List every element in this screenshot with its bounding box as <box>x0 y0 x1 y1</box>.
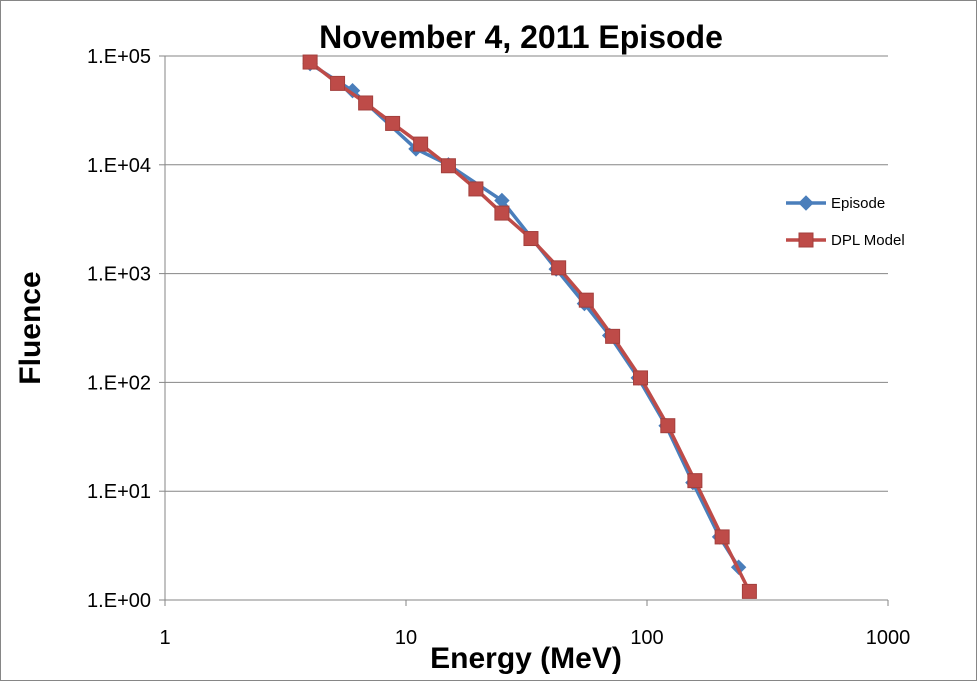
series-dpl-model <box>302 54 757 599</box>
data-point <box>494 205 510 221</box>
data-point <box>523 231 539 247</box>
gridlines <box>159 55 889 606</box>
data-point <box>633 370 649 386</box>
legend-label: DPL Model <box>831 232 905 249</box>
x-axis-title: Energy (MeV) <box>430 642 622 675</box>
data-point <box>660 418 676 434</box>
data-point <box>440 158 456 174</box>
data-point <box>330 75 346 91</box>
chart-title: November 4, 2011 Episode <box>319 19 723 55</box>
legend-marker <box>798 195 814 211</box>
legend: Episode DPL Model <box>786 195 905 249</box>
data-point <box>358 95 374 111</box>
y-tick-label: 1.E+05 <box>87 46 151 68</box>
data-point <box>302 54 318 70</box>
series-line <box>309 60 751 593</box>
data-point <box>468 181 484 197</box>
y-tick-labels: 1.E+00 1.E+01 1.E+02 1.E+03 1.E+04 1.E+05 <box>87 46 151 612</box>
y-tick-label: 1.E+03 <box>87 264 151 286</box>
x-tick-label: 1000 <box>866 627 911 649</box>
y-tick-label: 1.E+02 <box>87 372 151 394</box>
data-point <box>413 136 429 152</box>
series-episode <box>302 55 747 575</box>
legend-label: Episode <box>831 195 885 212</box>
data-point <box>741 583 757 599</box>
x-tick-label: 1 <box>159 627 170 649</box>
data-point <box>578 292 594 308</box>
legend-item: DPL Model <box>786 232 905 249</box>
data-point <box>605 328 621 344</box>
y-tick-label: 1.E+01 <box>87 481 151 503</box>
x-tick-label: 10 <box>395 627 417 649</box>
data-point <box>385 115 401 131</box>
series-line <box>309 62 741 569</box>
y-tick-label: 1.E+04 <box>87 155 151 177</box>
series-group <box>302 54 757 599</box>
data-point <box>687 473 703 489</box>
legend-marker <box>798 232 814 248</box>
y-axis-title: Fluence <box>14 271 47 384</box>
legend-item: Episode <box>786 195 885 212</box>
y-tick-label: 1.E+00 <box>87 590 151 612</box>
x-tick-labels: 1 10 100 1000 <box>159 627 910 649</box>
data-point <box>714 529 730 545</box>
data-point <box>551 260 567 276</box>
x-tick-label: 100 <box>630 627 663 649</box>
